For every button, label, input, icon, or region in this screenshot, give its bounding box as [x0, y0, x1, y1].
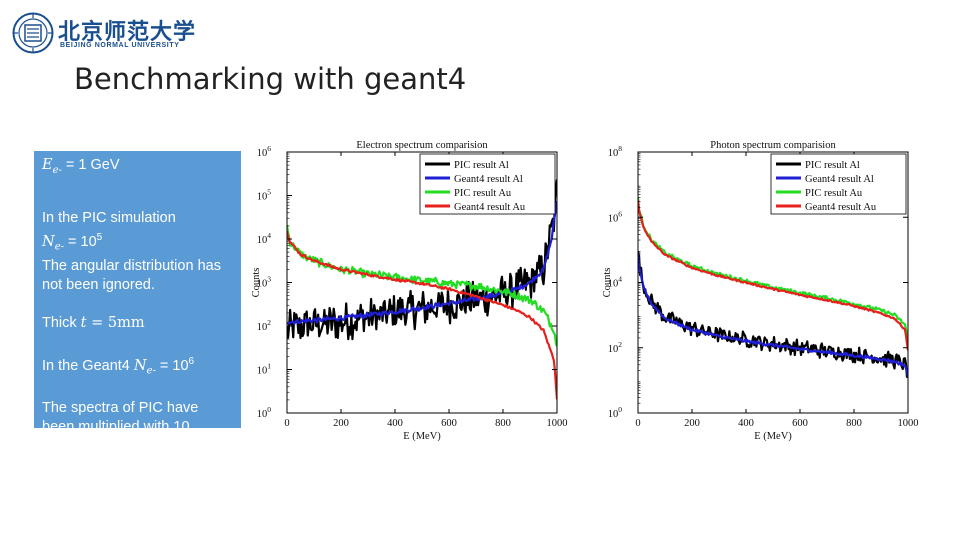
- legend-label: Geant4 result Al: [805, 174, 874, 185]
- x-tick-label: 400: [387, 418, 403, 429]
- x-tick-label: 600: [441, 418, 457, 429]
- x-tick-label: 800: [846, 418, 862, 429]
- university-name-cn: 北京师范大学: [58, 19, 197, 45]
- y-tick-exp: 3: [267, 275, 271, 284]
- series-line-4: [287, 230, 557, 400]
- y-tick-base: 10: [257, 279, 268, 290]
- university-name-en: BEIJING NORMAL UNIVERSITY: [60, 42, 180, 49]
- legend-label: PIC result Al: [805, 160, 860, 171]
- y-tick-label: 100: [257, 405, 272, 420]
- y-tick-base: 10: [257, 366, 268, 377]
- slide-title: Benchmarking with geant4: [74, 62, 467, 96]
- y-tick-exp: 4: [267, 231, 271, 240]
- y-tick-exp: 2: [267, 318, 271, 327]
- series-line-3: [287, 224, 557, 347]
- x-axis-label: E (MeV): [754, 431, 792, 442]
- y-tick-label: 101: [257, 362, 272, 377]
- x-tick-label: 0: [284, 418, 289, 429]
- legend-label: PIC result Al: [454, 160, 509, 171]
- chart-title: Electron spectrum comparision: [356, 140, 488, 151]
- plot-area: [287, 179, 557, 400]
- y-tick-exp: 4: [618, 275, 622, 284]
- y-tick-exp: 6: [267, 144, 271, 153]
- y-tick-label: 106: [608, 209, 623, 224]
- y-tick-base: 10: [257, 148, 268, 159]
- y-tick-exp: 2: [618, 340, 622, 349]
- y-tick-base: 10: [257, 409, 268, 420]
- y-tick-exp: 6: [618, 209, 622, 218]
- y-tick-label: 103: [257, 275, 272, 290]
- info-note: The spectra of PIC have been multiplied …: [42, 400, 199, 436]
- y-tick-exp: 0: [618, 405, 622, 414]
- y-tick-label: 108: [608, 144, 623, 159]
- photon-spectrum-chart: Photon spectrum comparision 0 200 400 600 800…: [602, 140, 919, 442]
- info-box: Ee- = 1 GeV In the PIC simulation Ne- = …: [34, 151, 241, 435]
- y-tick-base: 10: [608, 409, 619, 420]
- info-pic-line: In the PIC simulation: [42, 209, 176, 226]
- x-tick-label: 1000: [547, 418, 568, 429]
- y-tick-label: 102: [608, 340, 623, 355]
- legend-label: Geant4 result Au: [454, 202, 526, 213]
- chart-title: Photon spectrum comparision: [710, 140, 836, 151]
- y-tick-exp: 0: [267, 405, 271, 414]
- legend-label: PIC result Au: [454, 188, 512, 199]
- series-line-1: [287, 179, 557, 341]
- y-tick-base: 10: [257, 235, 268, 246]
- y-tick-label: 102: [257, 318, 272, 333]
- y-axis-label: Counts: [251, 268, 262, 298]
- electron-spectrum-chart: Electron spectrum comparision 0 200 400 600 8…: [251, 140, 568, 442]
- series-line-4: [638, 199, 908, 351]
- x-tick-label: 800: [495, 418, 511, 429]
- info-pic-ne: Ne- = 105: [42, 231, 103, 253]
- series-line-2: [287, 200, 557, 326]
- series-line-2: [638, 253, 908, 378]
- y-tick-label: 104: [257, 231, 272, 246]
- x-tick-label: 200: [333, 418, 349, 429]
- y-tick-exp: 8: [618, 144, 622, 153]
- legend-label: PIC result Au: [805, 188, 863, 199]
- y-tick-base: 10: [608, 213, 619, 224]
- y-tick-base: 10: [608, 279, 619, 290]
- y-tick-exp: 5: [267, 188, 271, 197]
- y-tick-label: 105: [257, 188, 272, 203]
- info-angular: The angular distribution has not been ig…: [42, 257, 221, 293]
- university-emblem-icon: [12, 12, 54, 54]
- info-energy: Ee- = 1 GeV: [42, 157, 120, 176]
- y-tick-base: 10: [608, 344, 619, 355]
- plot-area: [638, 197, 908, 378]
- info-thick: Thick t = 5mm: [42, 314, 145, 331]
- y-tick-base: 10: [257, 192, 268, 203]
- y-tick-label: 106: [257, 144, 272, 159]
- y-tick-exp: 1: [267, 362, 271, 371]
- x-axis-label: E (MeV): [403, 431, 441, 442]
- x-tick-label: 200: [684, 418, 700, 429]
- y-axis-label: Counts: [602, 268, 613, 298]
- legend-label: Geant4 result Al: [454, 174, 523, 185]
- x-tick-label: 1000: [898, 418, 919, 429]
- x-tick-label: 0: [635, 418, 640, 429]
- info-geant: In the Geant4 Ne- = 106: [42, 355, 195, 377]
- y-tick-label: 104: [608, 275, 623, 290]
- y-tick-base: 10: [257, 322, 268, 333]
- y-tick-base: 10: [608, 148, 619, 159]
- university-logo: 北京师范大学 BEIJING NORMAL UNIVERSITY: [12, 12, 212, 56]
- x-tick-label: 400: [738, 418, 754, 429]
- y-tick-label: 100: [608, 405, 623, 420]
- legend-label: Geant4 result Au: [805, 202, 877, 213]
- x-tick-label: 600: [792, 418, 808, 429]
